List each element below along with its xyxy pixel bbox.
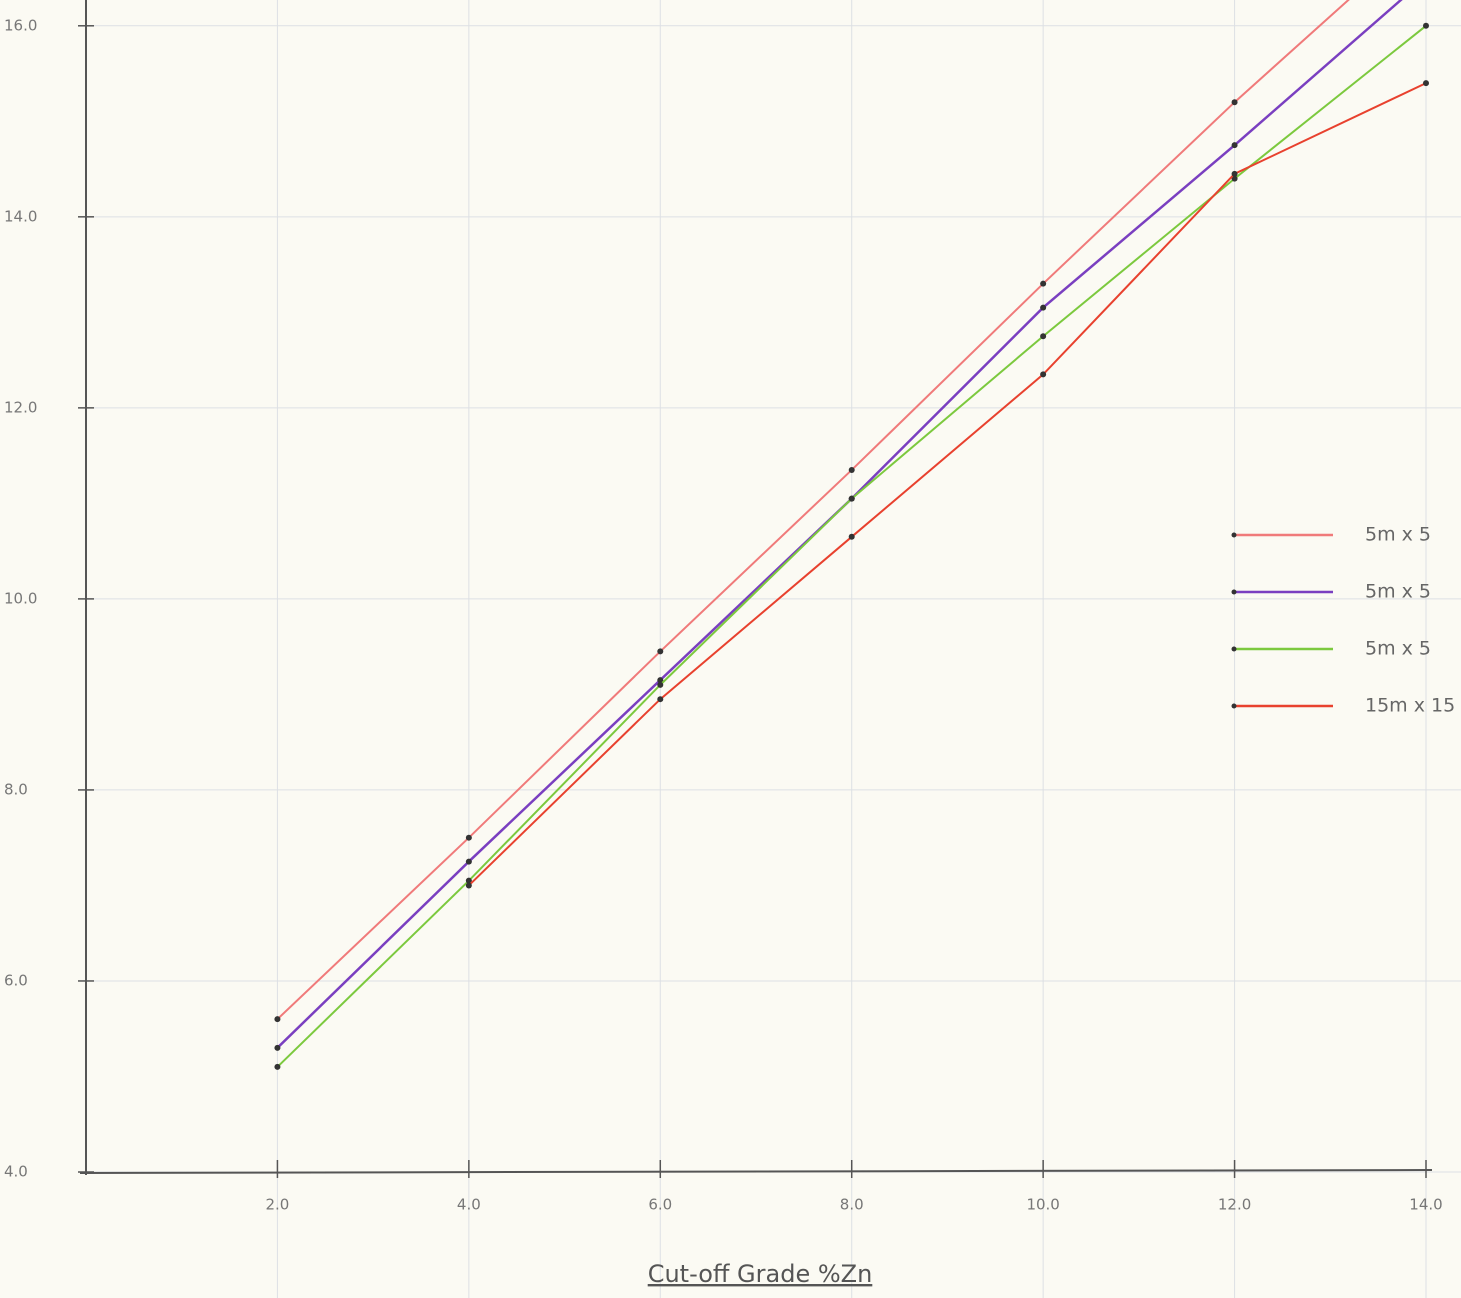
legend-dot <box>1231 589 1237 595</box>
data-point <box>465 834 472 841</box>
data-point <box>465 858 472 865</box>
data-point <box>465 877 472 884</box>
y-tick-label: 6.0 <box>4 971 28 989</box>
legend-label: 5m x 5 <box>1365 524 1431 546</box>
x-tick-label: 10.0 <box>1026 1196 1059 1214</box>
data-point <box>274 1044 281 1051</box>
y-tick-label: 4.0 <box>4 1163 28 1181</box>
data-point <box>1231 170 1238 177</box>
x-tick-label: 12.0 <box>1218 1196 1251 1214</box>
y-tick-label: 8.0 <box>4 780 28 798</box>
legend-label: 5m x 5 <box>1365 638 1431 660</box>
data-point <box>1423 22 1429 29</box>
data-point <box>657 648 664 655</box>
legend-label: 5m x 5 <box>1365 581 1431 603</box>
x-tick-label: 14.0 <box>1409 1196 1442 1214</box>
data-point <box>1423 80 1429 87</box>
x-tick-label: 8.0 <box>840 1196 864 1214</box>
legend-dot <box>1231 532 1237 538</box>
data-point <box>848 533 855 540</box>
x-tick-label: 6.0 <box>648 1196 672 1214</box>
y-tick-label: 12.0 <box>4 398 37 416</box>
plot-area <box>274 0 1429 1070</box>
data-point <box>657 677 664 684</box>
y-tick-label: 14.0 <box>4 207 37 225</box>
data-point <box>657 681 664 688</box>
y-tick-label: 10.0 <box>4 589 37 607</box>
y-tick-label: 16.0 <box>4 16 37 34</box>
data-point <box>274 1063 281 1070</box>
data-point <box>1231 142 1238 149</box>
data-point <box>848 495 855 502</box>
data-point <box>274 1016 281 1023</box>
legend-dot <box>1231 703 1237 709</box>
data-point <box>1040 304 1047 311</box>
x-tick-label: 2.0 <box>265 1196 289 1214</box>
data-point <box>1040 333 1047 340</box>
data-point <box>848 466 855 473</box>
data-point <box>1040 371 1047 378</box>
x-axis-label: Cut-off Grade %Zn <box>648 1260 873 1288</box>
data-point <box>657 696 664 703</box>
data-point <box>1231 99 1238 106</box>
legend-dot <box>1231 646 1237 652</box>
data-point <box>1231 175 1238 182</box>
series-line <box>468 82 1427 887</box>
x-axis <box>79 1169 1433 1174</box>
legend-label: 15m x 15 <box>1365 695 1455 717</box>
data-point <box>465 882 472 889</box>
data-point <box>1040 280 1047 287</box>
x-tick-label: 4.0 <box>457 1196 481 1214</box>
